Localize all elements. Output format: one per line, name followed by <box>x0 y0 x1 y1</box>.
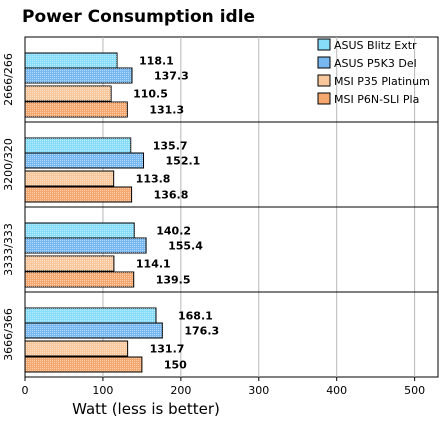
value-label: 137.3 <box>154 70 189 83</box>
bar-texture <box>25 341 128 356</box>
legend-swatch <box>317 38 331 51</box>
legend-label: ASUS Blitz Extr <box>334 39 417 52</box>
value-label: 176.3 <box>184 325 219 338</box>
bar-texture <box>25 308 156 323</box>
value-label: 155.4 <box>168 240 203 253</box>
x-tick-label: 300 <box>248 384 269 397</box>
category-label: 3333/333 <box>2 223 15 276</box>
value-label: 150 <box>164 359 187 372</box>
legend-swatch <box>317 74 331 87</box>
bar-texture <box>25 171 114 186</box>
value-label: 110.5 <box>133 88 168 101</box>
x-tick-label: 400 <box>326 384 347 397</box>
value-label: 114.1 <box>136 258 171 271</box>
bar-texture <box>25 256 114 271</box>
value-label: 131.7 <box>150 343 185 356</box>
x-tick-label: 0 <box>22 384 29 397</box>
bar-texture <box>25 68 132 83</box>
legend-label: ASUS P5K3 Del <box>334 57 417 70</box>
value-label: 135.7 <box>153 140 188 153</box>
category-label: 3666/366 <box>2 308 15 361</box>
plot-area: 118.1 137.3 110.5 131.3 2666/266 135.7 152.1 11… <box>2 36 439 397</box>
legend-swatch <box>317 56 331 69</box>
x-tick-label: 200 <box>170 384 191 397</box>
value-label: 113.8 <box>136 173 171 186</box>
bar-texture <box>25 357 142 372</box>
legend-swatch <box>317 92 331 105</box>
bar-texture <box>25 138 131 153</box>
bar-texture <box>25 238 147 253</box>
bar-texture <box>25 223 135 238</box>
x-tick-label: 100 <box>92 384 113 397</box>
legend-label: MSI P35 Platinum <box>334 75 430 88</box>
bar-texture <box>25 86 112 101</box>
value-label: 131.3 <box>149 104 184 117</box>
bar-texture <box>25 272 134 287</box>
category-label: 3200/320 <box>2 138 15 191</box>
category-label: 2666/266 <box>2 53 15 106</box>
bar-texture <box>25 102 128 117</box>
value-label: 136.8 <box>154 189 189 202</box>
value-label: 139.5 <box>156 274 191 287</box>
x-tick-label: 500 <box>404 384 425 397</box>
x-axis-label: Watt (less is better) <box>72 400 220 418</box>
value-label: 140.2 <box>156 225 191 238</box>
bar-texture <box>25 53 118 68</box>
value-label: 152.1 <box>166 155 201 168</box>
legend-label: MSI P6N-SLI Pla <box>334 93 419 106</box>
value-label: 118.1 <box>139 55 174 68</box>
bar-texture <box>25 187 132 202</box>
chart-title: Power Consumption idle <box>22 7 255 27</box>
bar-texture <box>25 153 144 168</box>
value-label: 168.1 <box>178 310 213 323</box>
bar-texture <box>25 323 163 338</box>
